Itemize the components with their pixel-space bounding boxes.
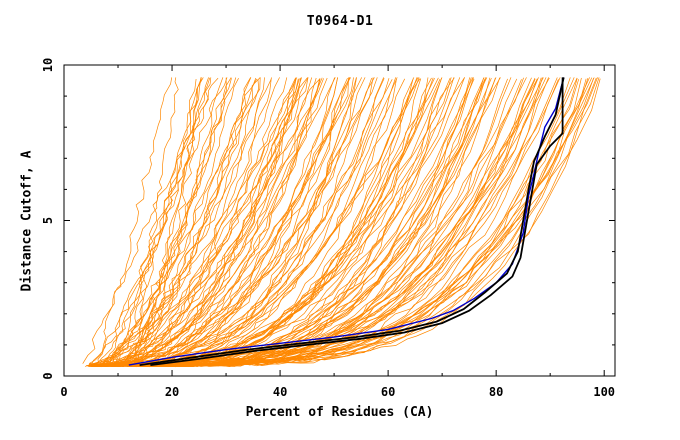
background-model-line xyxy=(99,77,323,367)
background-model-line xyxy=(93,78,321,367)
background-model-line xyxy=(103,77,351,366)
series-line-2 xyxy=(139,77,565,366)
background-model-line xyxy=(111,77,212,367)
series-line-1 xyxy=(150,77,564,366)
background-model-line xyxy=(125,78,239,364)
background-model-line xyxy=(87,78,272,367)
background-model-line xyxy=(98,77,261,367)
background-model-line xyxy=(92,77,350,366)
background-model-line xyxy=(90,78,297,366)
background-model-line xyxy=(88,77,211,366)
x-tick-label: 100 xyxy=(593,385,615,399)
y-tick-label: 5 xyxy=(41,217,55,224)
x-tick-label: 0 xyxy=(60,385,67,399)
y-axis-label: Distance Cutoff, A xyxy=(19,150,35,292)
background-model-line xyxy=(129,77,209,366)
background-model-line xyxy=(122,77,202,367)
x-tick-label: 80 xyxy=(489,385,503,399)
background-model-line xyxy=(87,77,298,367)
background-model-line xyxy=(106,77,336,365)
background-model-line xyxy=(94,77,338,368)
background-model-line xyxy=(104,77,373,367)
background-model-line xyxy=(101,77,308,367)
background-model-line xyxy=(123,77,313,365)
background-model-line xyxy=(133,77,252,365)
background-model-line xyxy=(91,77,598,368)
background-model-line xyxy=(92,78,232,367)
x-tick-label: 20 xyxy=(165,385,179,399)
background-model-line xyxy=(86,79,580,366)
background-model-line xyxy=(82,77,219,364)
background-model-line xyxy=(100,78,258,367)
background-model-line xyxy=(96,78,601,368)
x-tick-label: 40 xyxy=(273,385,287,399)
background-model-line xyxy=(99,79,260,367)
background-model-line xyxy=(91,77,173,364)
background-model-line xyxy=(105,77,297,368)
background-model-line xyxy=(107,77,349,366)
x-axis-label: Percent of Residues (CA) xyxy=(245,405,434,420)
background-model-line xyxy=(107,77,375,367)
background-model-line xyxy=(88,77,578,367)
background-model-line xyxy=(89,77,202,366)
x-tick-label: 60 xyxy=(381,385,395,399)
y-tick-label: 0 xyxy=(41,372,55,379)
background-model-line xyxy=(91,77,309,367)
background-model-line xyxy=(126,77,280,366)
background-model-line xyxy=(119,77,204,367)
background-model-line xyxy=(84,77,309,367)
y-tick-label: 10 xyxy=(41,58,55,72)
background-model-line xyxy=(123,77,232,364)
background-model-line xyxy=(97,77,228,364)
chart-title: T0964-D1 xyxy=(306,14,374,29)
background-model-line xyxy=(111,79,202,366)
